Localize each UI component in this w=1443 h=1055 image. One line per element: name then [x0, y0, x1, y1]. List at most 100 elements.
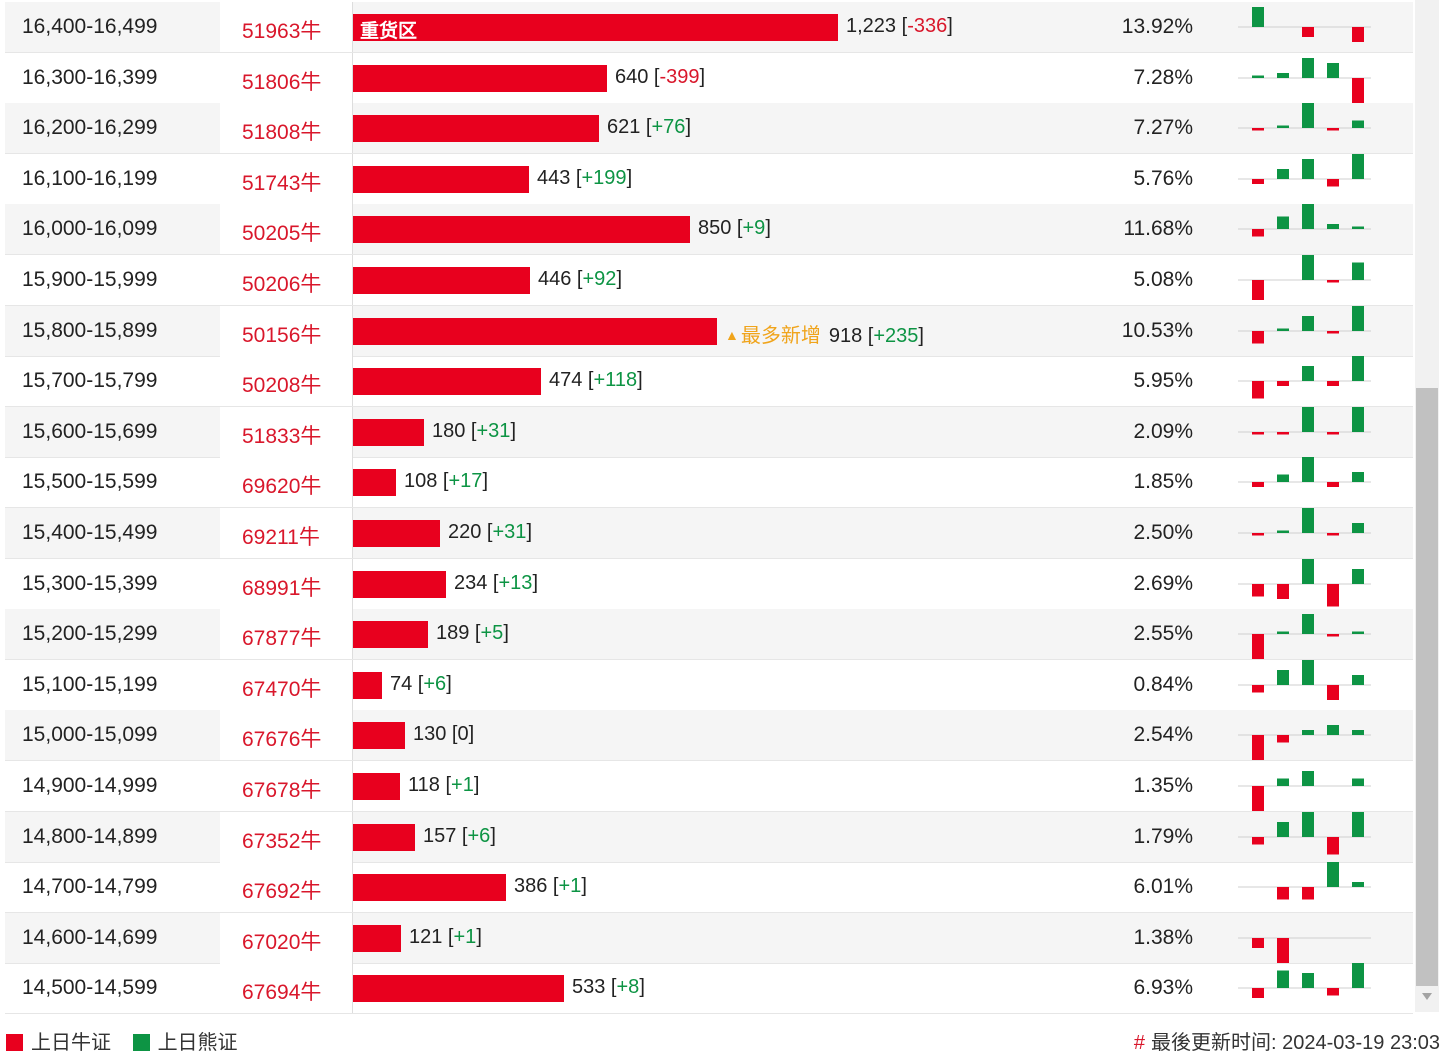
mini-chart-bar: [1277, 887, 1289, 900]
mini-change-chart: [1238, 103, 1371, 153]
mini-chart-bar: [1277, 381, 1289, 386]
warrant-code-link[interactable]: 51963牛: [242, 20, 322, 43]
strike-range: 16,000-16,099: [22, 217, 158, 240]
mini-chart-bar: [1327, 128, 1339, 131]
mini-change-chart: [1238, 204, 1371, 254]
warrant-code-link[interactable]: 68991牛: [242, 577, 322, 600]
warrant-code-link[interactable]: 51806牛: [242, 71, 322, 94]
outstanding-info: 640 [-399]: [615, 66, 706, 88]
warrant-code-cell: 51833牛: [220, 407, 352, 457]
scrollbar-thumb[interactable]: [1416, 388, 1438, 986]
outstanding-info: 180 [+31]: [432, 420, 516, 442]
scrollbar[interactable]: [1415, 0, 1439, 1012]
legend-bear-label: 上日熊证: [157, 1032, 238, 1054]
warrant-code-cell: 67470牛: [220, 660, 352, 710]
strike-range: 15,100-15,199: [22, 673, 158, 696]
mini-chart-svg: [1238, 154, 1371, 187]
warrant-code-link[interactable]: 67694牛: [242, 981, 322, 1004]
outstanding-count: 121: [409, 926, 443, 948]
strike-range: 15,900-15,999: [22, 268, 158, 291]
table-row: 14,900-14,999 67678牛 118 [+1] 1.35%: [5, 761, 1413, 812]
mini-chart-bar: [1352, 631, 1364, 634]
warrant-code-link[interactable]: 51808牛: [242, 121, 322, 144]
mini-chart-bar: [1302, 771, 1314, 786]
mini-chart-bar: [1277, 670, 1289, 685]
outstanding-count: 446: [538, 268, 572, 290]
warrant-code-cell: 67020牛: [220, 913, 352, 963]
outstanding-bar: [353, 975, 564, 1002]
outstanding-count: 640: [615, 66, 649, 88]
outstanding-count: 130: [413, 723, 447, 745]
mini-chart-bar: [1352, 778, 1364, 786]
strike-range: 15,300-15,399: [22, 572, 158, 595]
percent-share: 2.55%: [1133, 622, 1193, 645]
mini-chart-bar: [1352, 154, 1364, 179]
scroll-down-arrow-icon[interactable]: [1422, 993, 1432, 1000]
outstanding-info: 1,223 [-336]: [846, 15, 953, 37]
table-row: 14,800-14,899 67352牛 157 [+6] 1.79%: [5, 812, 1413, 863]
warrant-code-link[interactable]: 69211牛: [242, 526, 320, 549]
outstanding-info: 130 [0]: [413, 723, 475, 745]
bull-swatch-icon: [6, 1034, 23, 1051]
outstanding-count: 74: [390, 673, 413, 695]
warrant-code-link[interactable]: 50206牛: [242, 273, 322, 296]
mini-change-chart: [1238, 761, 1371, 811]
warrant-code-link[interactable]: 51743牛: [242, 172, 322, 195]
warrant-code-link[interactable]: 50156牛: [242, 324, 322, 347]
strike-range: 14,800-14,899: [22, 825, 158, 848]
column-divider: [352, 913, 353, 963]
warrant-code-link[interactable]: 67352牛: [242, 830, 322, 853]
percent-share: 1.35%: [1133, 774, 1193, 797]
outstanding-bar: [353, 520, 440, 547]
strike-range: 16,100-16,199: [22, 167, 158, 190]
mini-chart-svg: [1238, 937, 1371, 963]
warrant-code-link[interactable]: 67470牛: [242, 678, 322, 701]
outstanding-count: 220: [448, 521, 482, 543]
outstanding-info: ▲ 最多新增 918 [+235]: [725, 325, 924, 347]
outstanding-bar: [353, 216, 690, 243]
outstanding-info: 850 [+9]: [698, 217, 771, 239]
table-row: 14,600-14,699 67020牛 121 [+1] 1.38%: [5, 913, 1413, 964]
warrant-code-link[interactable]: 67020牛: [242, 931, 322, 954]
percent-share: 2.09%: [1133, 420, 1193, 443]
warrant-code-cell: 51743牛: [220, 154, 352, 204]
warrant-code-link[interactable]: 50205牛: [242, 222, 322, 245]
mini-chart-bar: [1277, 970, 1289, 988]
mini-chart-bar: [1327, 837, 1339, 855]
warrant-code-link[interactable]: 67676牛: [242, 728, 322, 751]
mini-chart-bar: [1327, 862, 1339, 887]
mini-chart-bar: [1327, 224, 1339, 229]
warrant-code-link[interactable]: 69620牛: [242, 475, 322, 498]
column-divider: [352, 660, 353, 710]
count-change: +17: [448, 470, 483, 492]
mini-chart-svg: [1238, 614, 1371, 659]
mini-change-chart: [1238, 306, 1371, 356]
mini-chart-bar: [1352, 27, 1364, 42]
table-row: 16,100-16,199 51743牛 443 [+199] 5.76%: [5, 154, 1413, 205]
hash-icon: #: [1133, 1032, 1145, 1054]
warrant-code-cell: 51963牛: [220, 2, 352, 52]
strike-range: 15,000-15,099: [22, 723, 158, 746]
mini-chart-bar: [1302, 103, 1314, 128]
warrant-code-link[interactable]: 51833牛: [242, 425, 322, 448]
warrant-code-link[interactable]: 50208牛: [242, 374, 322, 397]
mini-chart-bar: [1252, 938, 1264, 948]
mini-chart-bar: [1302, 812, 1314, 837]
mini-chart-bar: [1252, 75, 1264, 78]
mini-chart-bar: [1302, 204, 1314, 229]
count-change: +199: [581, 167, 627, 189]
strike-range: 15,400-15,499: [22, 521, 158, 544]
percent-share: 2.54%: [1133, 723, 1193, 746]
outstanding-bar: [353, 368, 541, 395]
warrant-code-link[interactable]: 67877牛: [242, 627, 322, 650]
mini-chart-svg: [1238, 103, 1371, 131]
warrant-code-link[interactable]: 67692牛: [242, 880, 322, 903]
percent-share: 10.53%: [1121, 319, 1193, 342]
mini-chart-bar: [1277, 631, 1289, 634]
mini-chart-svg: [1238, 963, 1371, 998]
column-divider: [352, 862, 353, 912]
warrant-code-link[interactable]: 67678牛: [242, 779, 322, 802]
table-row: 15,200-15,299 67877牛 189 [+5] 2.55%: [5, 609, 1413, 660]
mini-chart-bar: [1252, 229, 1264, 237]
strike-range: 14,900-14,999: [22, 774, 158, 797]
